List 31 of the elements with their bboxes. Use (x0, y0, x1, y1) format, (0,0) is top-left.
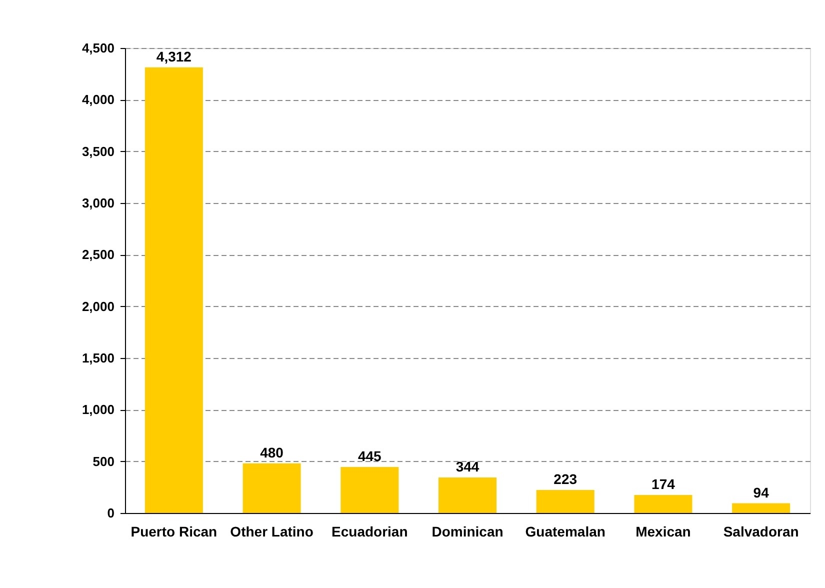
bar (340, 467, 399, 513)
y-tick-label: 500 (92, 454, 114, 469)
data-label: 223 (554, 470, 578, 487)
y-tick-label: 3,000 (82, 196, 114, 210)
data-label: 480 (260, 444, 284, 460)
bar (634, 495, 692, 513)
y-tick-label: 2,500 (82, 247, 114, 262)
x-tick-label: Other Latino (230, 524, 314, 540)
y-tick-label: 1,000 (82, 402, 114, 418)
data-label: 174 (652, 476, 676, 492)
x-tick-label: Guatemalan (525, 524, 606, 540)
x-tick-label: Puerto Rican (130, 524, 218, 540)
y-tick-label: 2,000 (82, 298, 114, 314)
y-tick-label: 4,500 (82, 40, 114, 56)
x-tick-label: Ecuadorian (332, 524, 408, 540)
bar (732, 503, 790, 513)
data-label: 445 (358, 448, 382, 464)
y-tick-label: 4,000 (82, 92, 114, 108)
data-label: 344 (456, 458, 480, 474)
x-tick-label: Salvadoran (723, 524, 799, 540)
bar (242, 463, 301, 513)
x-tick-label: Dominican (432, 524, 504, 540)
bar (438, 477, 496, 513)
y-tick-label: 3,500 (82, 144, 114, 159)
data-label: 94 (753, 484, 770, 500)
x-tick-label: Mexican (636, 524, 691, 540)
bar (144, 67, 203, 513)
bar (536, 490, 594, 513)
y-tick-label: 0 (107, 506, 114, 520)
data-label: 4,312 (156, 48, 192, 64)
y-tick-label: 1,500 (82, 350, 114, 366)
